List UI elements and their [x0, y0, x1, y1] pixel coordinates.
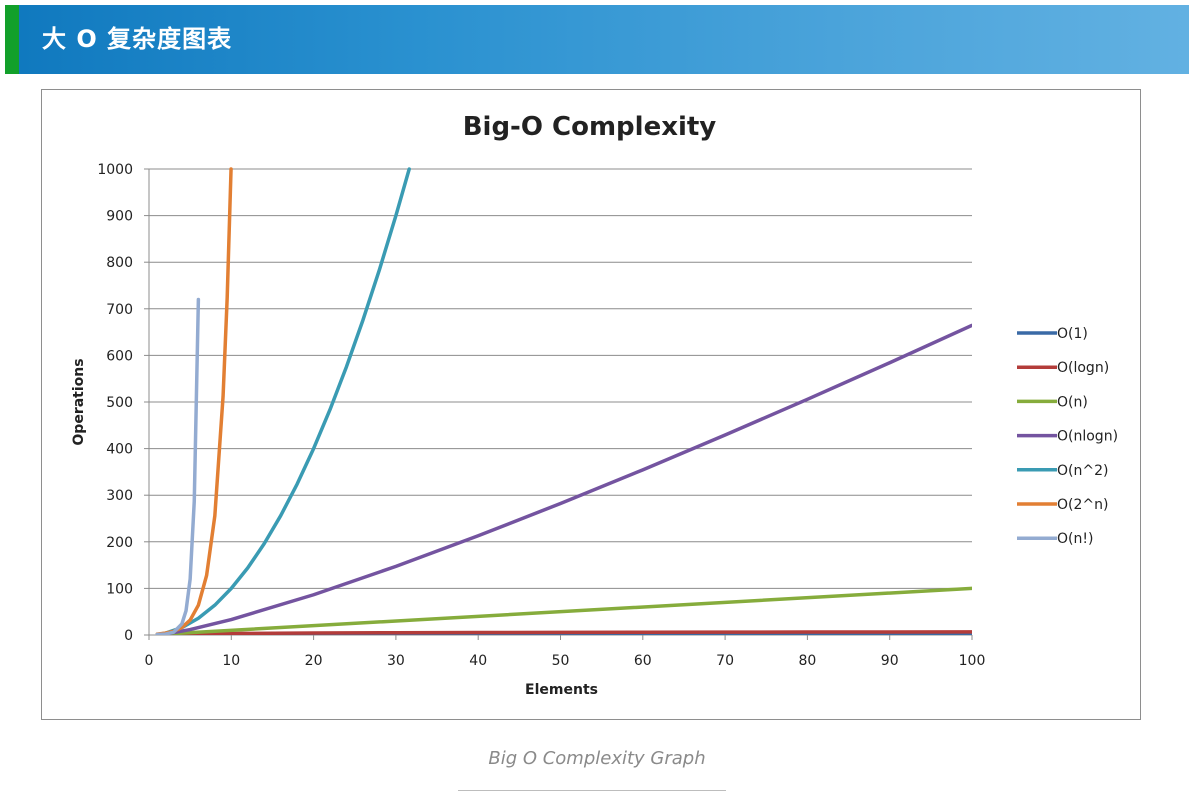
x-tick-label: 80 — [798, 653, 816, 669]
legend-label-o-1: O(1) — [1057, 326, 1088, 342]
x-axis-title: Elements — [525, 682, 598, 698]
series-lines — [155, 167, 972, 635]
legend-label-o-n-2: O(n^2) — [1057, 463, 1108, 479]
chart-frame: O(1) O(logn) O(n) O(nlogn) O(n^2) O(2^n) O(n!)… — [41, 89, 1141, 720]
legend: O(1) O(logn) O(n) O(nlogn) O(n^2) O(2^n) O(n!) — [1017, 326, 1118, 547]
page-title: 大 O 复杂度图表 — [42, 25, 233, 53]
series-line-o-n — [155, 297, 201, 635]
y-tick-label: 200 — [106, 535, 133, 551]
x-tick-label: 20 — [305, 653, 323, 669]
y-tick-label: 500 — [106, 395, 133, 411]
y-tick-label: 100 — [106, 581, 133, 597]
series-line-o-n-2 — [155, 167, 411, 635]
caption-divider — [458, 790, 726, 791]
x-tick-label: 100 — [959, 653, 986, 669]
chart-labels: 0 100 200 300 400 500 600 700 800 900 1000 0 10 20 30 4… — [71, 112, 985, 698]
axes — [144, 168, 973, 640]
y-tick-label: 900 — [106, 209, 133, 225]
x-tick-label: 0 — [145, 653, 154, 669]
y-tick-label: 0 — [124, 628, 133, 644]
y-tick-label: 400 — [106, 442, 133, 458]
grid-lines — [149, 168, 972, 589]
y-tick-label: 600 — [106, 348, 133, 364]
y-axis-title: Operations — [71, 358, 87, 445]
legend-label-o-2-n: O(2^n) — [1057, 497, 1108, 513]
x-tick-label: 60 — [634, 653, 652, 669]
x-tick-label: 50 — [552, 653, 570, 669]
page-header-banner: 大 O 复杂度图表 — [5, 5, 1189, 74]
legend-label-o-logn: O(logn) — [1057, 360, 1109, 376]
y-tick-label: 800 — [106, 255, 133, 271]
series-line-o-nlogn — [155, 323, 972, 635]
figure-caption: Big O Complexity Graph — [488, 748, 706, 769]
x-tick-label: 40 — [469, 653, 487, 669]
series-line-o-n — [155, 586, 972, 635]
y-tick-label: 300 — [106, 488, 133, 504]
x-tick-label: 30 — [387, 653, 405, 669]
chart-title: Big-O Complexity — [463, 112, 717, 142]
header-accent-bar — [5, 5, 19, 74]
y-tick-label: 1000 — [97, 162, 133, 178]
x-tick-label: 70 — [716, 653, 734, 669]
big-o-chart: O(1) O(logn) O(n) O(nlogn) O(n^2) O(2^n) O(n!)… — [71, 112, 1118, 698]
legend-label-o-n: O(n!) — [1057, 531, 1093, 547]
legend-label-o-n: O(n) — [1057, 394, 1088, 410]
x-tick-label: 10 — [222, 653, 240, 669]
x-tick-label: 90 — [881, 653, 899, 669]
y-tick-label: 700 — [106, 302, 133, 318]
legend-label-o-nlogn: O(nlogn) — [1057, 429, 1118, 445]
